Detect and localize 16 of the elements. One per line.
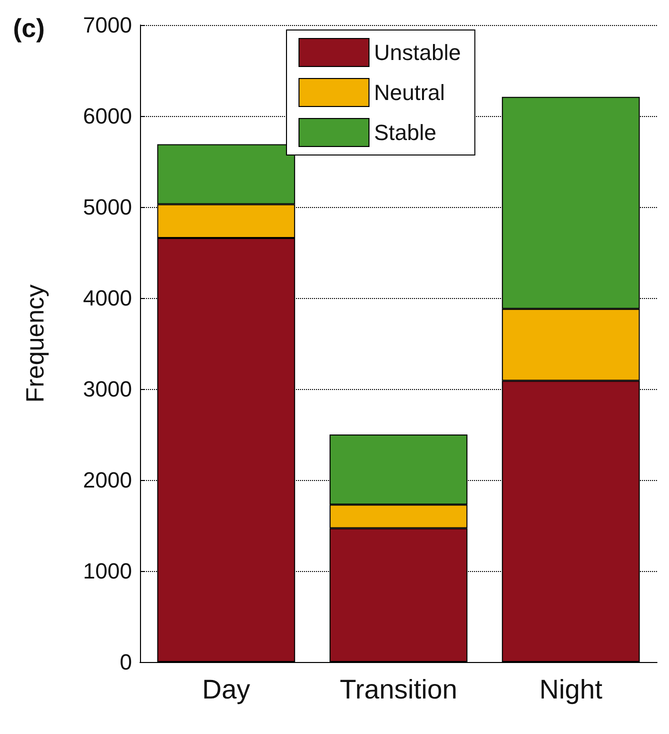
y-tick-label: 7000 (83, 12, 132, 38)
x-tick-label: Night (539, 674, 603, 704)
y-tick-label: 4000 (83, 286, 132, 310)
legend-label: Stable (374, 120, 436, 145)
legend-label: Unstable (374, 40, 461, 65)
y-tick-label: 2000 (83, 468, 132, 492)
x-tick-label: Transition (340, 674, 458, 704)
y-axis-title: Frequency (22, 284, 50, 403)
y-tick-label: 0 (120, 650, 132, 674)
y-tick-label: 1000 (83, 558, 132, 584)
y-tick-label: 5000 (83, 194, 132, 220)
legend-label: Neutral (374, 80, 445, 105)
chart-title: (c) (13, 13, 45, 43)
y-tick-label: 6000 (83, 104, 132, 128)
x-tick-label: Day (202, 674, 251, 704)
y-tick-label: 3000 (83, 376, 132, 402)
